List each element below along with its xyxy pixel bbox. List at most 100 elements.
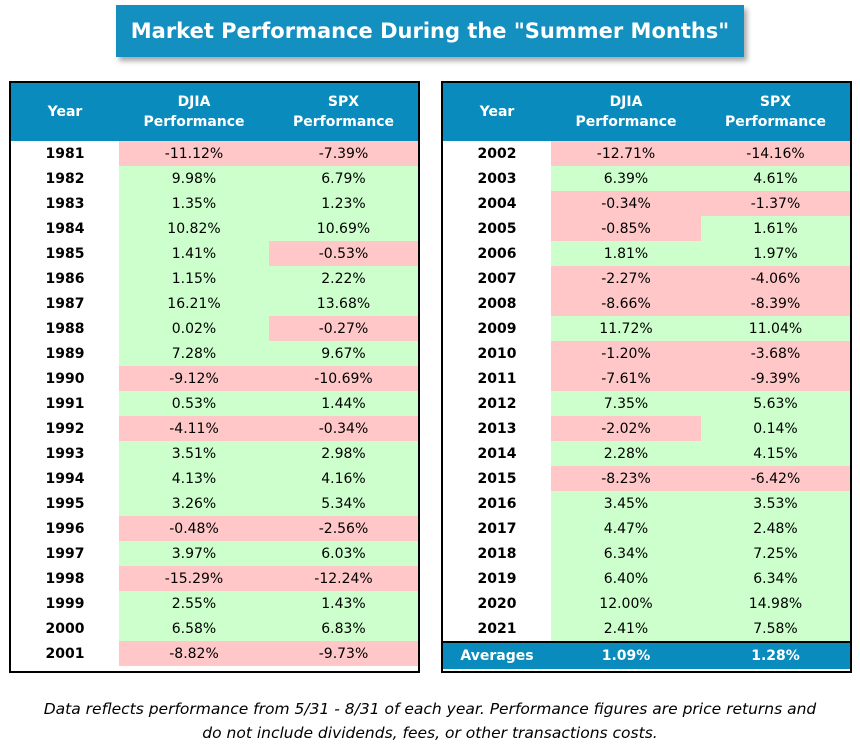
table-row: 1995 3.26% 5.34% <box>11 491 418 516</box>
spx-cell: -9.39% <box>701 366 850 391</box>
year-cell: 2020 <box>477 595 517 612</box>
table-row: 2017 4.47% 2.48% <box>443 516 850 541</box>
spx-cell: 10.69% <box>269 216 418 241</box>
spx-cell: -4.06% <box>701 266 850 291</box>
year-cell: 2007 <box>477 270 517 287</box>
table-row: 2016 3.45% 3.53% <box>443 491 850 516</box>
spx-cell: -0.53% <box>269 241 418 266</box>
spx-cell: 6.83% <box>269 616 418 641</box>
spx-cell: 3.53% <box>701 491 850 516</box>
djia-cell: 0.53% <box>119 391 269 416</box>
year-cell: 1982 <box>45 170 85 187</box>
spx-cell: -7.39% <box>269 141 418 166</box>
year-cell: 2012 <box>477 395 517 412</box>
year-cell: 2013 <box>477 420 517 437</box>
spx-cell: 13.68% <box>269 291 418 316</box>
table-row: 2012 7.35% 5.63% <box>443 391 850 416</box>
year-cell: 1986 <box>45 270 85 287</box>
djia-cell: -1.20% <box>551 341 701 366</box>
spx-cell: 1.23% <box>269 191 418 216</box>
spx-cell: 4.16% <box>269 466 418 491</box>
table-header-row: Year DJIA Performance SPX Performance <box>443 83 850 141</box>
djia-cell: -8.23% <box>551 466 701 491</box>
table-row: 1998 -15.29% -12.24% <box>11 566 418 591</box>
year-cell: 1985 <box>45 245 85 262</box>
djia-cell: 1.15% <box>119 266 269 291</box>
spx-cell: -9.73% <box>269 641 418 666</box>
year-cell: 2010 <box>477 345 517 362</box>
table-row: 2019 6.40% 6.34% <box>443 566 850 591</box>
spx-cell: 2.48% <box>701 516 850 541</box>
spx-cell: 7.58% <box>701 616 850 642</box>
spx-cell: 1.61% <box>701 216 850 241</box>
djia-cell: 2.55% <box>119 591 269 616</box>
spx-cell: 2.22% <box>269 266 418 291</box>
year-cell: 2014 <box>477 445 517 462</box>
table-row: 1986 1.15% 2.22% <box>11 266 418 291</box>
year-cell: 1998 <box>45 570 85 587</box>
table-row: 2015 -8.23% -6.42% <box>443 466 850 491</box>
spx-cell: -3.68% <box>701 341 850 366</box>
year-cell: 1984 <box>45 220 85 237</box>
djia-cell: 3.51% <box>119 441 269 466</box>
table-row: 1982 9.98% 6.79% <box>11 166 418 191</box>
djia-cell: 6.39% <box>551 166 701 191</box>
year-cell: 1994 <box>45 470 85 487</box>
year-cell: 1993 <box>45 445 85 462</box>
year-cell: 1999 <box>45 595 85 612</box>
djia-cell: 1.35% <box>119 191 269 216</box>
year-cell: 1987 <box>45 295 85 312</box>
year-cell: 2019 <box>477 570 517 587</box>
right-table-panel: Year DJIA Performance SPX Performance 2002… <box>441 81 852 673</box>
table-row: 1981 -11.12% -7.39% <box>11 141 418 166</box>
year-cell: 2001 <box>45 645 85 662</box>
table-row: 1994 4.13% 4.16% <box>11 466 418 491</box>
djia-cell: 12.00% <box>551 591 701 616</box>
spx-cell: -2.56% <box>269 516 418 541</box>
spx-cell: -1.37% <box>701 191 850 216</box>
year-cell: 2006 <box>477 245 517 262</box>
table-row: 2021 2.41% 7.58% <box>443 616 850 642</box>
djia-cell: -7.61% <box>551 366 701 391</box>
table-row: 2018 6.34% 7.25% <box>443 541 850 566</box>
table-row: 1993 3.51% 2.98% <box>11 441 418 466</box>
spx-cell: -12.24% <box>269 566 418 591</box>
djia-cell: 16.21% <box>119 291 269 316</box>
djia-cell: 4.47% <box>551 516 701 541</box>
table-row: 2002 -12.71% -14.16% <box>443 141 850 166</box>
table-row: 2009 11.72% 11.04% <box>443 316 850 341</box>
spx-cell: 4.61% <box>701 166 850 191</box>
djia-cell: 3.26% <box>119 491 269 516</box>
year-cell: 2004 <box>477 195 517 212</box>
spx-cell: 6.79% <box>269 166 418 191</box>
djia-cell: 11.72% <box>551 316 701 341</box>
year-cell: 1983 <box>45 195 85 212</box>
djia-header: DJIA Performance <box>551 83 701 141</box>
spx-header: SPX Performance <box>269 83 418 141</box>
spx-cell: 1.43% <box>269 591 418 616</box>
spx-cell: -8.39% <box>701 291 850 316</box>
year-cell: 1989 <box>45 345 85 362</box>
performance-table-1981-2001: Year DJIA Performance SPX Performance 1981… <box>11 83 418 666</box>
spx-cell: 1.97% <box>701 241 850 266</box>
spx-cell: 9.67% <box>269 341 418 366</box>
footnote-line-1: Data reflects performance from 5/31 - 8/… <box>43 700 817 718</box>
djia-cell: 6.34% <box>551 541 701 566</box>
year-cell: 1995 <box>45 495 85 512</box>
left-table-panel: Year DJIA Performance SPX Performance 1981… <box>9 81 420 673</box>
djia-cell: -0.85% <box>551 216 701 241</box>
djia-cell: 2.28% <box>551 441 701 466</box>
year-cell: 1992 <box>45 420 85 437</box>
djia-cell: -9.12% <box>119 366 269 391</box>
table-row: 2007 -2.27% -4.06% <box>443 266 850 291</box>
spx-cell: 1.44% <box>269 391 418 416</box>
year-cell: 2002 <box>477 145 517 162</box>
table-row: 2020 12.00% 14.98% <box>443 591 850 616</box>
spx-cell: 14.98% <box>701 591 850 616</box>
footnote: Data reflects performance from 5/31 - 8/… <box>0 697 860 745</box>
table-row: 2003 6.39% 4.61% <box>443 166 850 191</box>
year-cell: 2005 <box>477 220 517 237</box>
table-row: 2005 -0.85% 1.61% <box>443 216 850 241</box>
year-cell: 2008 <box>477 295 517 312</box>
djia-cell: 3.45% <box>551 491 701 516</box>
